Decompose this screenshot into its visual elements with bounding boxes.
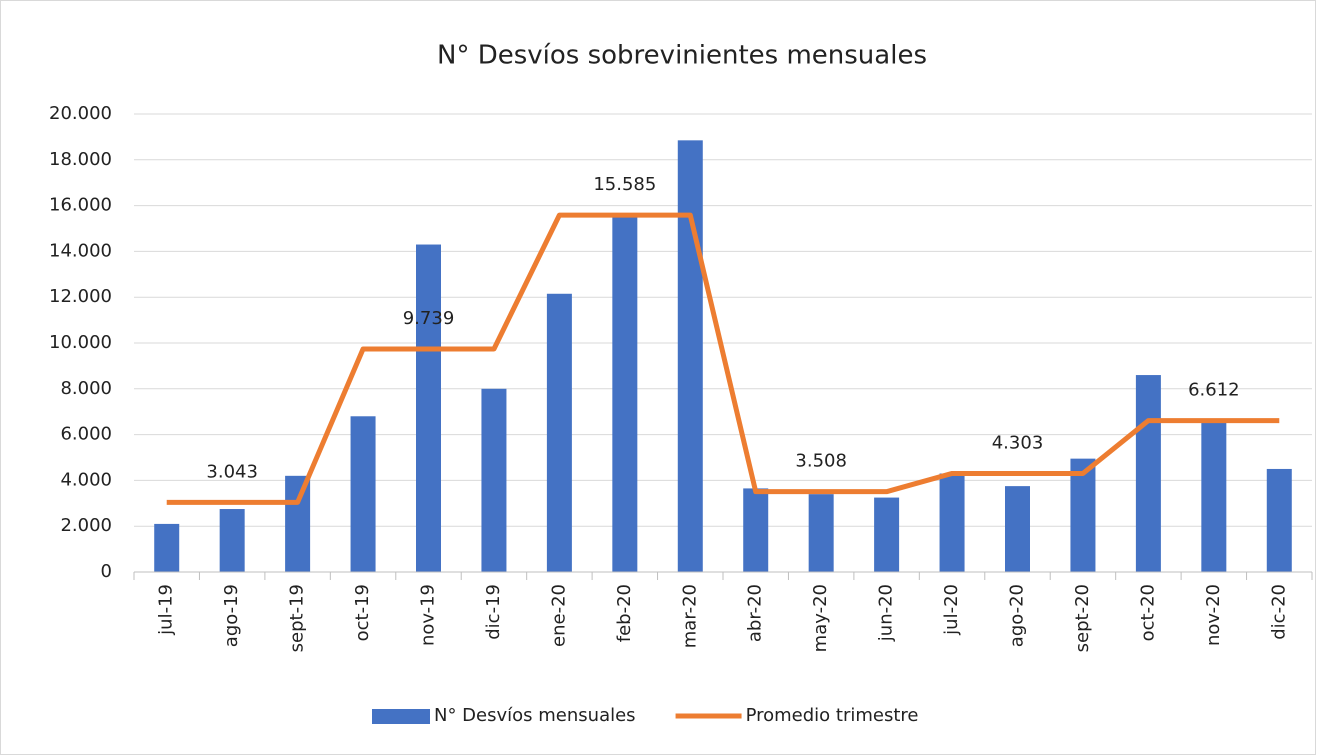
x-tick-label: oct-19 [352, 584, 373, 641]
y-tick-label: 16.000 [49, 195, 112, 216]
bar [219, 509, 245, 572]
x-tick-label: dic-19 [483, 584, 504, 640]
bar [546, 293, 572, 572]
bar [1201, 420, 1227, 572]
legend-label: Promedio trimestre [746, 705, 919, 726]
y-tick-label: 0 [101, 561, 112, 582]
data-label: 3.043 [206, 461, 258, 482]
x-tick-label: abr-20 [745, 584, 766, 642]
x-tick-label: ago-20 [1007, 584, 1028, 647]
bar [1070, 458, 1096, 572]
x-tick-label: jun-20 [876, 584, 897, 642]
chart-title: N° Desvíos sobrevinientes mensuales [437, 41, 927, 71]
legend-label: N° Desvíos mensuales [434, 705, 636, 726]
x-tick-label: oct-20 [1137, 584, 1158, 641]
data-label: 9.739 [403, 308, 455, 329]
data-label: 4.303 [992, 432, 1044, 453]
bar [154, 523, 180, 572]
x-tick-label: ago-19 [221, 584, 242, 647]
line [166, 212, 1280, 505]
x-tick-label: mar-20 [679, 584, 700, 648]
x-tick-label: nov-19 [418, 584, 439, 646]
x-tick-label: may-20 [810, 584, 831, 652]
bar [612, 214, 638, 572]
bar [677, 140, 703, 572]
x-tick-label: jul-19 [156, 584, 177, 636]
bar [743, 488, 769, 572]
y-tick-label: 14.000 [49, 240, 112, 261]
x-tick-label: sept-20 [1072, 584, 1093, 652]
y-tick-label: 12.000 [49, 286, 112, 307]
y-tick-label: 4.000 [60, 469, 112, 490]
bar [416, 244, 441, 572]
bar [808, 494, 834, 572]
bar [285, 475, 311, 572]
x-tick-label: ene-20 [548, 584, 569, 647]
y-tick-label: 20.000 [49, 103, 112, 124]
bar [350, 416, 376, 572]
bar [874, 497, 900, 572]
x-tick-label: jul-20 [941, 584, 962, 636]
y-tick-label: 2.000 [60, 515, 112, 536]
x-tick-label: sept-19 [287, 584, 308, 652]
data-label: 15.585 [593, 174, 656, 195]
y-tick-label: 18.000 [49, 149, 112, 170]
x-tick-label: nov-20 [1203, 584, 1224, 646]
y-tick-label: 6.000 [60, 424, 112, 445]
x-tick-label: dic-20 [1268, 584, 1289, 640]
data-label: 3.508 [795, 451, 847, 472]
y-tick-label: 8.000 [60, 378, 112, 399]
y-tick-label: 10.000 [49, 332, 112, 353]
x-tick-label: feb-20 [614, 584, 635, 642]
legend-swatch [372, 709, 430, 724]
bar [1135, 375, 1161, 572]
bar [1005, 486, 1030, 572]
bar [939, 473, 965, 572]
bar [1266, 468, 1292, 572]
data-label: 6.612 [1188, 380, 1240, 401]
bar [481, 388, 507, 572]
